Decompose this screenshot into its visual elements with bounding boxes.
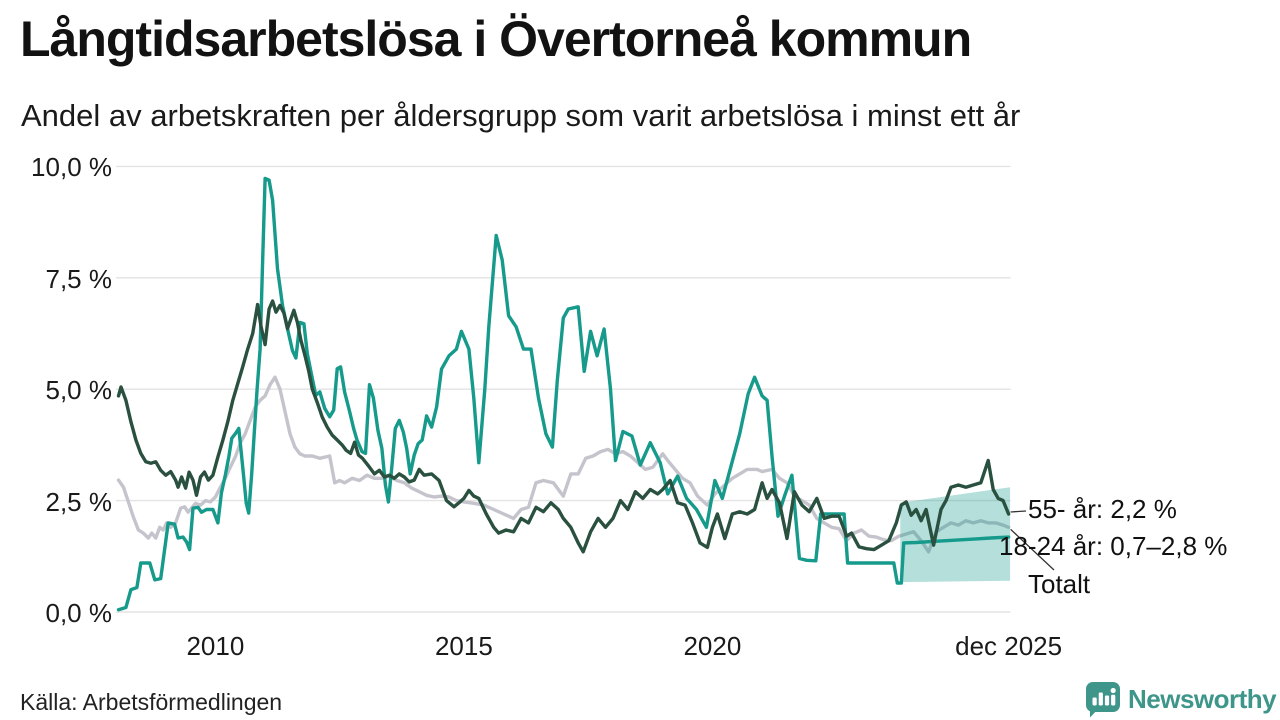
y-tick-label: 7,5 % — [45, 263, 113, 294]
x-tick-label: 2010 — [186, 631, 245, 661]
y-tick-label: 0,0 % — [45, 598, 113, 628]
annotation-totalt: Totalt — [1028, 569, 1091, 599]
y-tick-label: 5,0 % — [45, 375, 113, 406]
newsworthy-wordmark: Newsworthy — [1128, 684, 1277, 714]
newsworthy-bubble-chart-icon — [1086, 682, 1120, 718]
x-tick-label: dec 2025 — [955, 631, 1063, 661]
chart-subtitle: Andel av arbetskraften per åldersgrupp s… — [21, 98, 1021, 133]
annotation-18-24-ar: 18-24 år: 0,7–2,8 % — [999, 531, 1228, 561]
y-tick-label: 2,5 % — [45, 486, 113, 517]
x-tick-label: 2015 — [434, 631, 493, 661]
annotation-55-ar: 55- år: 2,2 % — [1028, 494, 1177, 524]
chart-title: Långtidsarbetslösa i Övertorneå kommun — [20, 11, 972, 67]
y-tick-label: 10,0 % — [31, 152, 112, 183]
source-caption: Källa: Arbetsförmedlingen — [20, 689, 283, 715]
x-tick-label: 2020 — [683, 631, 742, 661]
newsworthy-logo: Newsworthy — [1085, 681, 1277, 718]
